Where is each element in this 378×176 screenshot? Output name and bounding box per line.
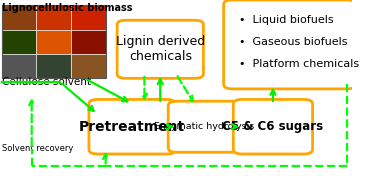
Text: •  Platform chemicals: • Platform chemicals [239, 59, 359, 69]
FancyBboxPatch shape [89, 99, 175, 154]
Text: Solvent recovery: Solvent recovery [2, 144, 73, 153]
Bar [36, 5, 71, 30]
Text: •  Liquid biofuels: • Liquid biofuels [239, 15, 333, 25]
Bar [2, 5, 106, 78]
FancyBboxPatch shape [168, 101, 240, 152]
Bar [36, 54, 71, 78]
Text: Lignocellulosic biomass: Lignocellulosic biomass [2, 3, 132, 13]
Text: Enzymatic hydrolysis: Enzymatic hydrolysis [154, 122, 254, 131]
Text: Pretreatment: Pretreatment [79, 120, 185, 134]
FancyBboxPatch shape [224, 0, 356, 89]
Text: Lignin derived
chemicals: Lignin derived chemicals [116, 35, 205, 63]
Text: C5 & C6 sugars: C5 & C6 sugars [222, 120, 324, 133]
Bar [71, 5, 106, 30]
Bar [2, 54, 36, 78]
Bar [36, 30, 71, 54]
Bar [71, 30, 106, 54]
Text: •  Gaseous biofuels: • Gaseous biofuels [239, 37, 347, 47]
Bar [2, 5, 36, 30]
Text: Cellulose solvent: Cellulose solvent [2, 77, 91, 87]
FancyBboxPatch shape [233, 99, 313, 154]
Bar [2, 30, 36, 54]
Bar [71, 54, 106, 78]
FancyBboxPatch shape [117, 20, 203, 78]
